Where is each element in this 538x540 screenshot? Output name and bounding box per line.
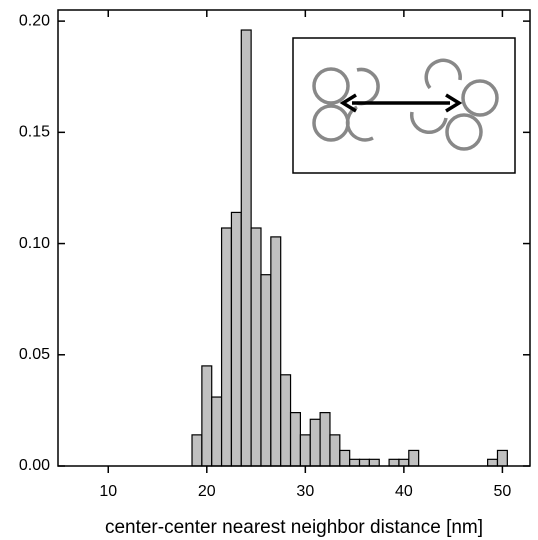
bar [398,458,410,467]
x-tick-label: 10 [99,483,117,500]
arrow-head [445,93,463,113]
bar [487,458,499,467]
ring [409,111,448,135]
bar [250,227,262,467]
y-tick-label: 0.20 [19,12,50,29]
x-tick-label: 50 [494,483,512,500]
bar [201,365,213,467]
y-tick-label: 0.10 [19,235,50,252]
ring [312,67,350,105]
bar [349,458,361,467]
ring [445,113,483,151]
bar [319,412,331,467]
y-tick-label: 0.00 [19,457,50,474]
bar [358,458,370,467]
bar [339,449,351,467]
bar [220,227,233,467]
bar [368,458,380,467]
bar [260,274,272,467]
bar [191,434,203,467]
bar [211,396,223,467]
plot-frame [57,9,531,467]
bar [270,236,282,467]
bar [388,458,400,467]
y-tick-label: 0.05 [19,346,50,363]
bar [289,412,302,467]
arrow-head [339,93,357,113]
bar [299,434,311,467]
inset-diagram [292,37,516,174]
ring [356,67,380,106]
ring [461,79,499,117]
bar [230,211,242,467]
bar [280,374,292,467]
ring [312,104,350,142]
y-tick-label: 0.15 [19,124,50,141]
x-tick-label: 20 [198,483,216,500]
x-axis-label: center-center nearest neighbor distance … [105,517,483,538]
inset-frame [292,37,516,174]
bar [496,449,508,467]
ring [424,58,462,90]
x-tick-label: 40 [395,483,413,500]
bar [240,29,252,467]
bar [408,449,420,467]
ring [345,105,374,142]
bar [329,434,341,467]
bar [309,418,321,467]
x-tick-label: 30 [296,483,314,500]
